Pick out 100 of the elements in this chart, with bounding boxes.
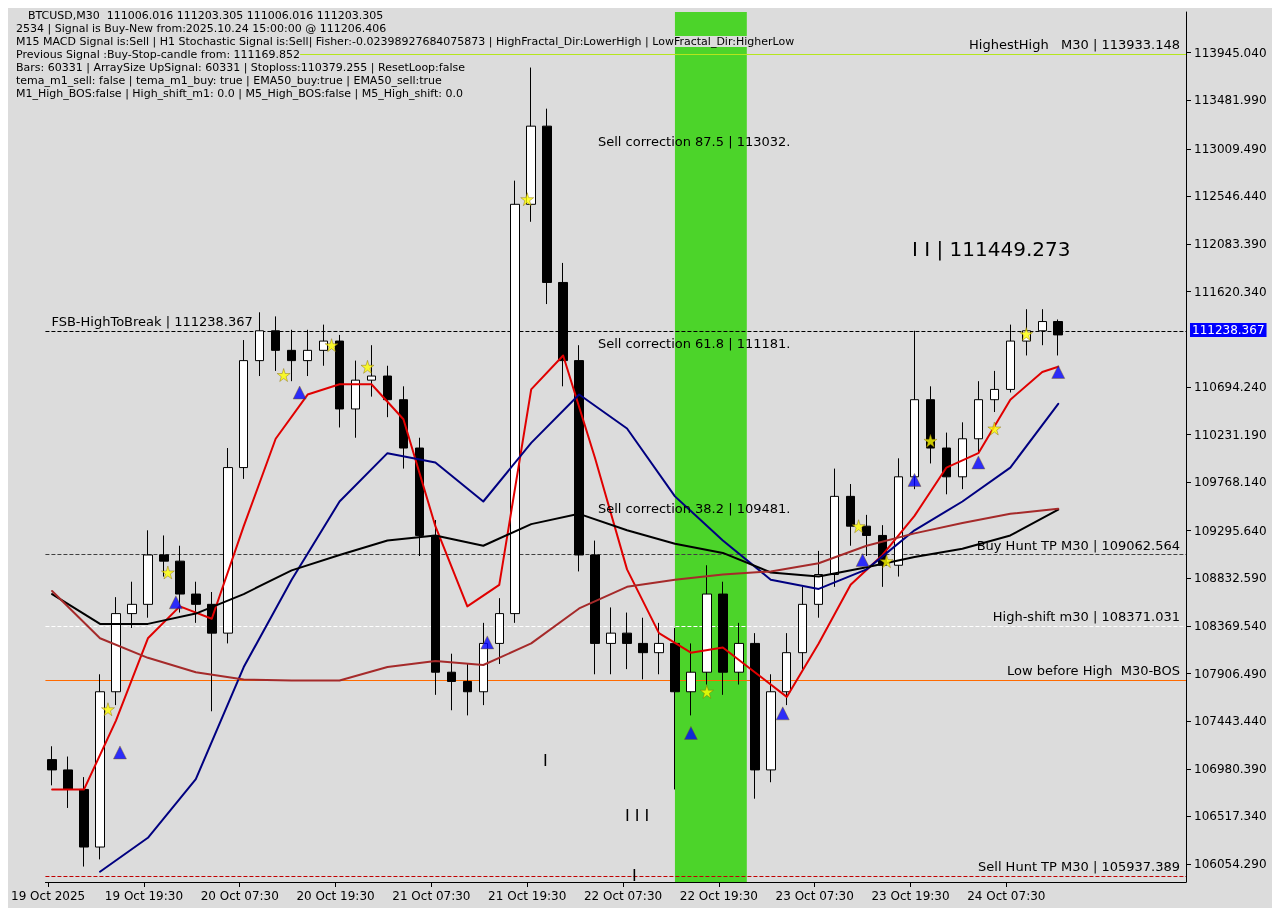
point [684,726,698,740]
candlestick [526,67,536,223]
point [971,455,986,470]
annotation: Bars: 60331 | ArraySize UpSignal: 60331 | Stoploss:110379.255 | ResetLoop:false [16,61,466,74]
annotation: I [543,750,548,770]
y-tick-label: 107906.490 [1194,666,1267,681]
x-tick-label: 21 Oct 07:30 [392,889,471,903]
candlestick [942,432,951,495]
point [324,338,339,352]
y-tick-label: 113009.490 [1194,141,1267,156]
annotation: I I I [625,805,650,825]
chart-title: BTCUSD,M30 111006.016 111203.305 111006.016 111203.305 [28,9,384,22]
point [879,554,894,568]
candlestick [239,339,248,480]
candlestick [95,673,105,860]
point [855,553,870,567]
y-tick-label: 110694.240 [1194,379,1267,394]
x-tick-label: 22 Oct 19:30 [679,889,758,903]
candlestick [63,756,73,809]
ref-line-label: HighestHigh M30 | 113933.148 [969,36,1180,52]
candlestick [1053,318,1063,356]
x-tick-label: 23 Oct 07:30 [775,889,854,903]
annotation: 2534 | Signal is Buy-New from:2025.10.24 15:00:00 @ 111206.406 [16,22,387,35]
y-tick-label: 109295.640 [1194,523,1267,538]
point [520,192,534,206]
ref-line-label: Low before High M30-BOS [1006,662,1180,678]
candlestick [590,540,600,675]
candlestick [718,581,728,696]
candlestick [351,360,360,439]
point [987,421,1002,436]
candlestick [175,545,185,614]
candlestick [750,632,760,800]
point [360,360,375,374]
annotation: I I | 111449.273 [912,237,1071,261]
candlestick [143,529,153,619]
y-tick-label: 109768.140 [1194,475,1267,490]
annotation: tema_m1_sell: false | tema_m1_buy: true | EMA50_buy:true | EMA50_sell:true [16,74,443,87]
candlestick [638,617,648,680]
candlestick [670,627,680,790]
y-tick-label: 106980.390 [1194,761,1267,776]
y-tick-label: 110231.190 [1194,427,1267,442]
point [113,745,127,760]
y-tick-label: 106517.340 [1194,809,1267,824]
annotation: M1_High_BOS:false | High_shift_m1: 0.0 | M5_High_BOS:false | M5_High_shift: 0.0 [16,87,464,100]
x-tick-label: 21 Oct 19:30 [488,889,567,903]
point [1051,365,1065,379]
candlestick [846,483,855,547]
point [775,706,790,721]
x-tick-label: 19 Oct 2025 [11,889,86,903]
y-tick-label: 108369.540 [1194,618,1267,633]
annotation: I [632,865,637,885]
candlestick [974,380,983,454]
text: 111238.367 [1192,323,1265,337]
x-tick-label: 20 Oct 07:30 [200,889,279,903]
ref-line-label: High-shift m30 | 108371.031 [992,608,1180,624]
candlestick [79,776,89,868]
candlestick [383,365,392,418]
point [700,685,714,699]
y-tick-label: 113945.040 [1194,45,1267,60]
candlestick [335,334,344,428]
x-tick-label: 20 Oct 19:30 [296,889,375,903]
point [851,519,866,533]
point [1019,327,1034,341]
candlestick [447,653,456,711]
x-tick-label: 24 Oct 07:30 [967,889,1046,903]
candlestick [782,632,791,706]
annotation: Previous Signal :Buy-Stop-candle from: 111169.852 [16,48,301,61]
candlestick [542,108,552,305]
annotation: M15 MACD Signal is:Sell | H1 Stochastic Signal is:Sell| Fisher:-0.02398927684075873 | HighFractal_Dir:LowerHigh | LowFractal_Dir:HigherLow [16,35,795,48]
candlestick [47,745,57,786]
y-tick-label: 107443.440 [1194,714,1267,729]
candlestick [862,514,871,557]
point [101,702,115,716]
candlestick [159,534,169,578]
candlestick [367,344,376,398]
x-tick-label: 23 Oct 19:30 [871,889,950,903]
candlestick [958,421,967,490]
y-tick-label: 108832.590 [1194,571,1267,586]
x-tick-label: 19 Oct 19:30 [104,889,184,903]
y-tick-label: 113481.990 [1194,93,1267,108]
point [480,635,495,650]
x-tick-label: 22 Oct 07:30 [583,889,663,903]
ref-line-label: Buy Hunt TP M30 | 109062.564 [976,537,1180,553]
ref-line-label: Sell Hunt TP M30 | 105937.389 [978,859,1180,875]
y-tick-label: 112083.390 [1194,237,1267,252]
y-tick-label: 112546.440 [1194,189,1267,204]
point [292,385,307,400]
candlestick [990,370,999,413]
candlestick [622,612,632,670]
point [276,368,291,382]
ref-line-label: FSB-HighToBreak | 111238.367 [51,313,253,329]
candlestick [686,642,696,716]
y-tick-label: 111620.340 [1194,284,1267,299]
candlestick [463,663,472,716]
y-tick-label: 106054.290 [1194,857,1267,872]
point [923,434,938,448]
point [161,565,175,580]
point [169,595,183,610]
point [907,473,922,487]
candlestick [766,673,776,783]
